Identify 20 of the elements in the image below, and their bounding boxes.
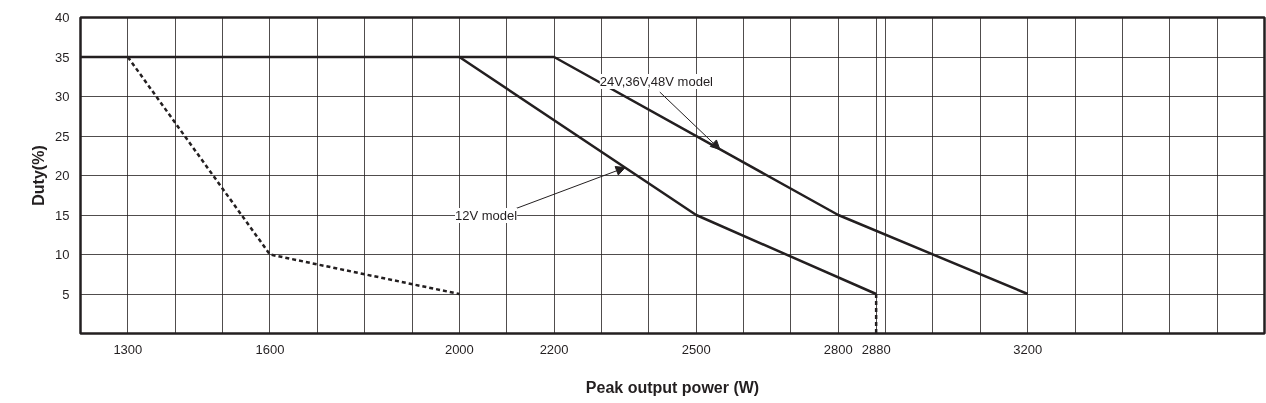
x-tick-label: 2800: [823, 341, 853, 357]
y-tick-label: 15: [55, 207, 70, 223]
y-axis-title: Duty(%): [30, 145, 48, 206]
y-tick-label: 5: [62, 286, 70, 302]
x-tick-label: 2200: [539, 341, 569, 357]
x-tick-label: 3200: [1013, 341, 1043, 357]
x-tick-label: 2500: [681, 341, 711, 357]
y-tick-label: 25: [55, 128, 70, 144]
y-tick-label: 40: [55, 10, 70, 25]
y-tick-label: 30: [55, 89, 70, 104]
x-tick-label: 1300: [113, 341, 143, 357]
annotation: 12V model: [455, 207, 518, 223]
y-tick-label: 10: [55, 247, 70, 262]
x-axis-title: Peak output power (W): [585, 378, 760, 396]
x-tick-label: 1600: [255, 341, 285, 357]
y-tick-label: 35: [55, 49, 70, 65]
y-tick-label: 20: [55, 168, 70, 183]
annotation: 24V,36V,48V model: [599, 74, 714, 90]
x-tick-label: 2000: [444, 341, 474, 357]
x-tick-label: 2880: [861, 341, 891, 357]
